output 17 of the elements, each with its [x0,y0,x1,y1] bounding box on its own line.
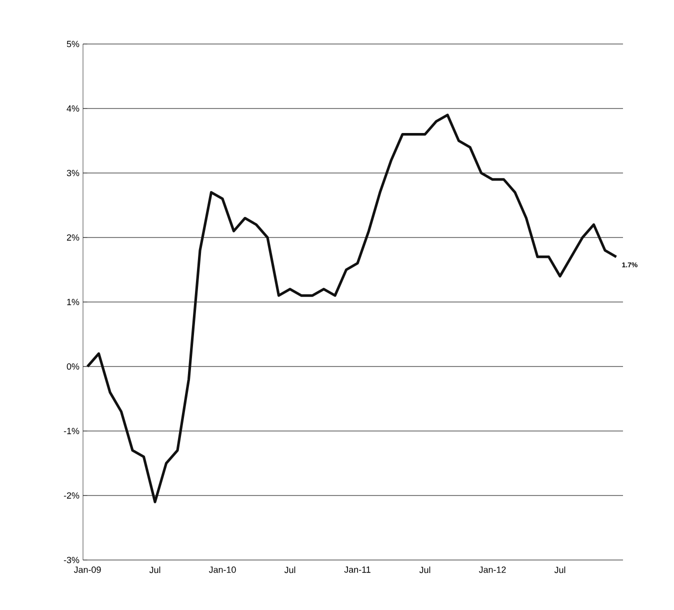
x-tick-label: Jul [284,566,296,574]
y-tick-label: 2% [66,234,80,241]
x-tick-label: Jul [419,566,430,574]
y-tick-label: -2% [64,492,80,499]
y-tick-label: -1% [64,428,80,434]
x-tick-label: Jan-09 [74,566,101,573]
x-tick-label: Jan-10 [208,566,236,573]
x-tick-label: Jul [554,566,566,574]
y-tick-label: 3% [66,170,80,176]
x-tick-label: Jul [149,566,160,574]
x-tick-label: Jan-12 [478,566,506,573]
x-tick-label: Jan-11 [344,566,370,573]
y-tick-label: -3% [64,556,80,564]
y-tick-label: 5% [66,40,80,48]
y-tick-label: 4% [66,105,80,112]
y-tick-label: 1% [67,298,80,306]
y-tick-label: 0% [66,363,80,370]
